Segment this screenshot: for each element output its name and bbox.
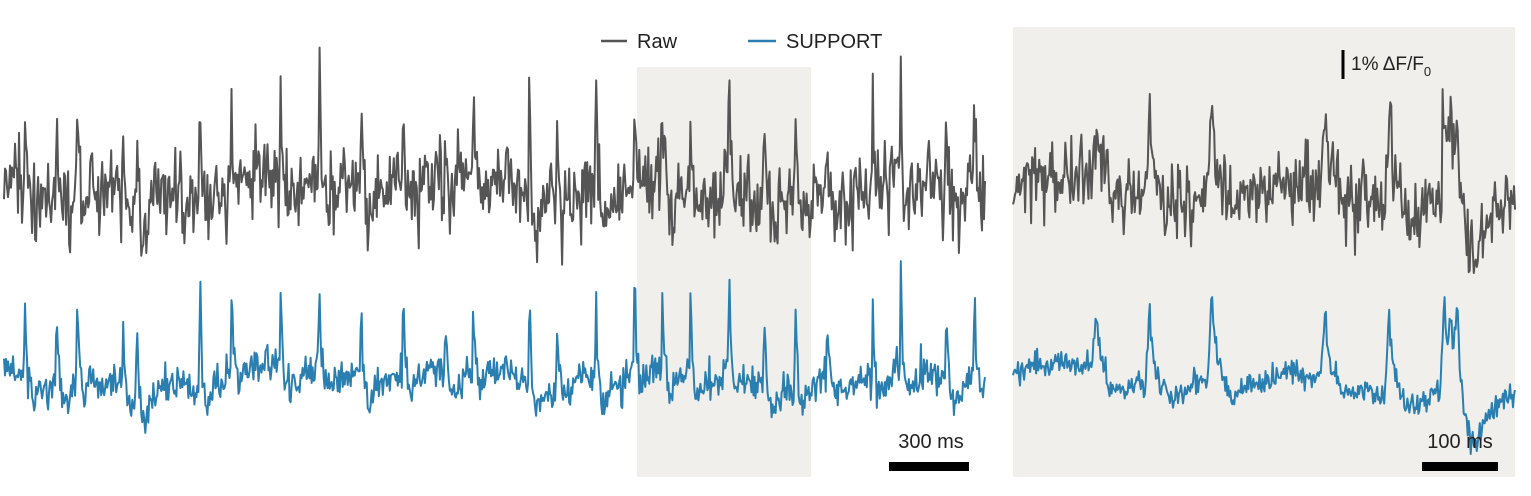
full-trace-support-trace bbox=[3, 260, 986, 434]
legend: Raw SUPPORT bbox=[601, 31, 882, 53]
full-trace-raw-trace bbox=[3, 46, 986, 266]
amplitude-scalebar-label: 1% ΔF/F0 bbox=[1351, 54, 1431, 79]
amplitude-scalebar: 1% ΔF/F0 bbox=[1341, 50, 1431, 79]
amplitude-scalebar-subscript: 0 bbox=[1424, 64, 1431, 79]
time-scalebar-right-bar bbox=[1422, 462, 1498, 471]
legend-raw-label: Raw bbox=[637, 31, 678, 53]
zoom-raw-trace bbox=[1012, 88, 1516, 274]
zoom-support-trace bbox=[1012, 296, 1516, 455]
time-scalebar-right: 100 ms bbox=[1422, 431, 1498, 471]
time-scalebar-left-label: 300 ms bbox=[898, 431, 964, 453]
traces-group bbox=[3, 46, 1516, 455]
highlight-window bbox=[637, 67, 811, 477]
time-scalebar-left-bar bbox=[889, 462, 969, 471]
zoom-panel-background bbox=[1013, 27, 1515, 477]
time-scalebar-right-label: 100 ms bbox=[1427, 431, 1493, 453]
legend-support-label: SUPPORT bbox=[786, 31, 882, 53]
time-scalebar-left: 300 ms bbox=[889, 431, 969, 471]
